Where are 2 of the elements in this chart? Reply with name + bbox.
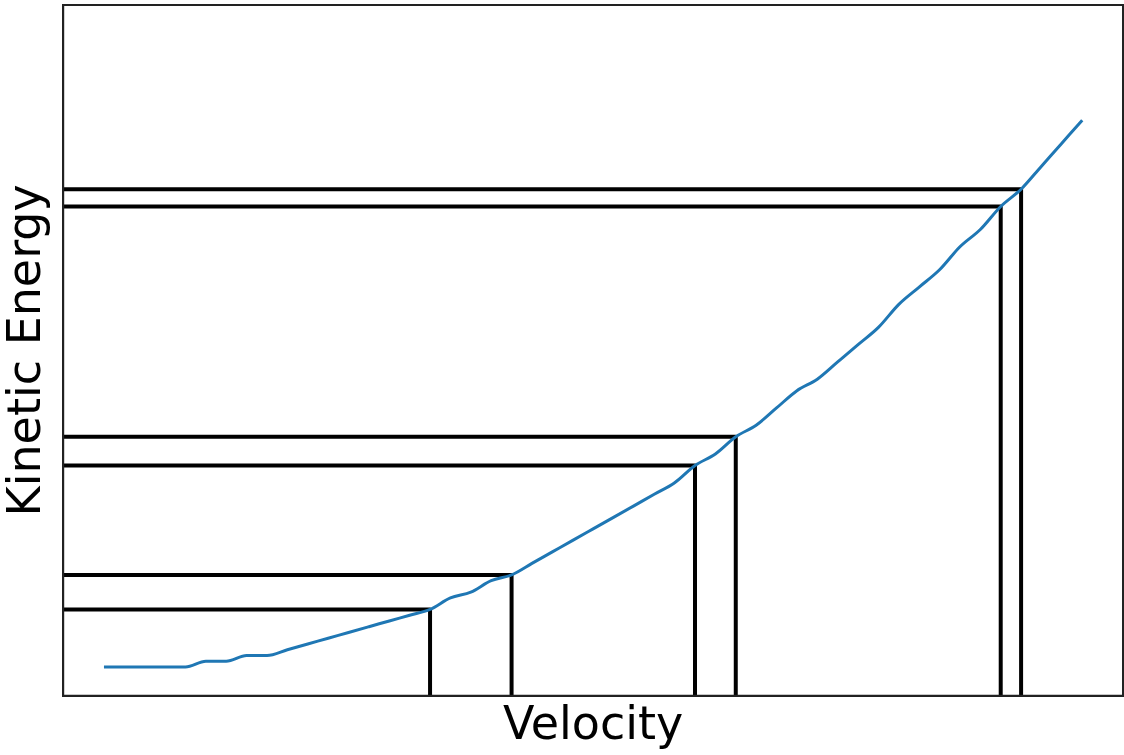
x-axis-title: Velocity: [502, 696, 684, 751]
y-axis-title: Kinetic Energy: [0, 184, 51, 517]
